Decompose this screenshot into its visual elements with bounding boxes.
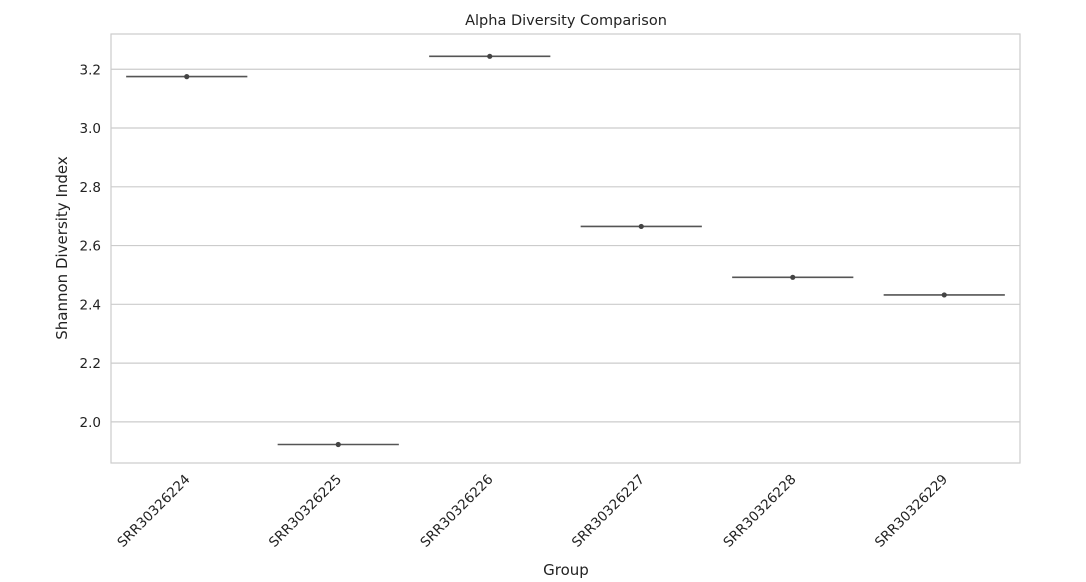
y-tick-labels: 2.0 2.2 2.4 2.6 2.8 3.0 3.2 bbox=[80, 62, 101, 431]
y-tick-label: 2.4 bbox=[80, 297, 101, 313]
data-point bbox=[638, 223, 644, 230]
x-tick-label: SRR30326229 bbox=[872, 472, 951, 551]
plot-frame bbox=[110, 33, 1021, 464]
x-axis-label: Group bbox=[543, 561, 589, 579]
y-axis-label: Shannon Diversity Index bbox=[53, 156, 71, 340]
chart-title: Alpha Diversity Comparison bbox=[465, 13, 667, 29]
x-tick-label: SRR30326224 bbox=[114, 472, 193, 551]
y-tick-label: 2.6 bbox=[80, 239, 101, 255]
x-tick-label: SRR30326226 bbox=[417, 472, 496, 551]
data-point bbox=[487, 53, 493, 59]
x-tick-label: SRR30326225 bbox=[266, 472, 345, 551]
x-tick-labels: SRR30326224 SRR30326225 SRR30326226 SRR3032… bbox=[114, 472, 951, 551]
y-tick-label: 3.0 bbox=[80, 121, 101, 137]
x-tick-label: SRR30326227 bbox=[569, 472, 648, 551]
y-tick-label: 2.0 bbox=[80, 415, 101, 431]
y-tick-label: 2.2 bbox=[80, 356, 101, 372]
box-marks bbox=[126, 53, 1005, 448]
data-point bbox=[790, 274, 796, 280]
y-tick-label: 2.8 bbox=[80, 180, 101, 196]
data-point bbox=[335, 441, 341, 448]
data-point bbox=[941, 292, 947, 298]
data-point bbox=[184, 74, 190, 80]
grid-lines bbox=[111, 68, 1020, 423]
x-tick-label: SRR30326228 bbox=[720, 472, 799, 551]
y-tick-label: 3.2 bbox=[80, 62, 101, 78]
